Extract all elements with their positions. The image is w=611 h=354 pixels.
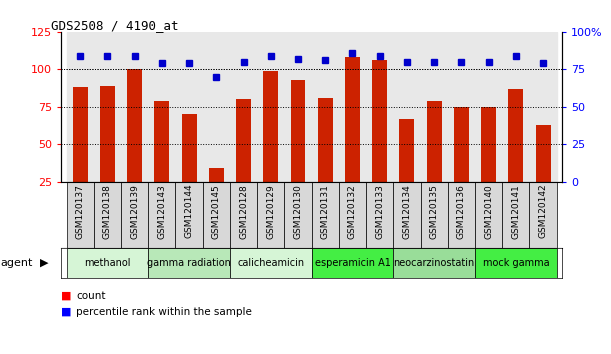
- Text: GSM120144: GSM120144: [185, 184, 194, 239]
- Text: GSM120131: GSM120131: [321, 184, 330, 239]
- Bar: [236, 99, 251, 182]
- Bar: [454, 107, 469, 182]
- Bar: [67, 248, 148, 278]
- Bar: [203, 182, 230, 248]
- Text: ■: ■: [61, 307, 71, 316]
- Bar: [475, 248, 557, 278]
- Bar: [73, 87, 87, 182]
- Bar: [530, 182, 557, 248]
- Text: GSM120129: GSM120129: [266, 184, 276, 239]
- Text: GSM120145: GSM120145: [212, 184, 221, 239]
- Text: GSM120130: GSM120130: [293, 184, 302, 239]
- Bar: [312, 182, 339, 248]
- Bar: [448, 32, 475, 182]
- Bar: [339, 182, 366, 248]
- Text: calicheamicin: calicheamicin: [237, 258, 304, 268]
- Bar: [475, 182, 502, 248]
- Bar: [530, 32, 557, 182]
- Bar: [263, 71, 278, 182]
- Bar: [312, 32, 339, 182]
- Bar: [318, 98, 333, 182]
- Bar: [508, 89, 523, 182]
- Bar: [393, 32, 420, 182]
- Text: GSM120132: GSM120132: [348, 184, 357, 239]
- Bar: [175, 182, 203, 248]
- Bar: [312, 248, 393, 278]
- Bar: [400, 119, 414, 182]
- Bar: [121, 32, 148, 182]
- Text: GSM120139: GSM120139: [130, 184, 139, 239]
- Text: GDS2508 / 4190_at: GDS2508 / 4190_at: [51, 19, 178, 32]
- Bar: [230, 32, 257, 182]
- Bar: [345, 57, 360, 182]
- Text: ▶: ▶: [40, 258, 48, 268]
- Text: esperamicin A1: esperamicin A1: [315, 258, 390, 268]
- Text: GSM120143: GSM120143: [158, 184, 166, 239]
- Text: percentile rank within the sample: percentile rank within the sample: [76, 307, 252, 316]
- Text: GSM120141: GSM120141: [511, 184, 521, 239]
- Bar: [148, 248, 230, 278]
- Bar: [420, 182, 448, 248]
- Bar: [257, 182, 284, 248]
- Bar: [121, 182, 148, 248]
- Bar: [257, 32, 284, 182]
- Bar: [155, 101, 169, 182]
- Bar: [93, 182, 121, 248]
- Text: count: count: [76, 291, 106, 301]
- Bar: [100, 86, 115, 182]
- Bar: [203, 32, 230, 182]
- Bar: [127, 69, 142, 182]
- Bar: [366, 32, 393, 182]
- Bar: [502, 32, 530, 182]
- Bar: [448, 182, 475, 248]
- Bar: [536, 125, 551, 182]
- Bar: [67, 182, 93, 248]
- Bar: [393, 182, 420, 248]
- Bar: [284, 182, 312, 248]
- Text: ■: ■: [61, 291, 71, 301]
- Bar: [339, 32, 366, 182]
- Bar: [209, 169, 224, 182]
- Text: gamma radiation: gamma radiation: [147, 258, 231, 268]
- Text: GSM120136: GSM120136: [457, 184, 466, 239]
- Bar: [148, 32, 175, 182]
- Bar: [475, 32, 502, 182]
- Bar: [181, 114, 197, 182]
- Text: GSM120142: GSM120142: [538, 184, 547, 239]
- Bar: [393, 248, 475, 278]
- Text: neocarzinostatin: neocarzinostatin: [393, 258, 475, 268]
- Bar: [290, 80, 306, 182]
- Bar: [426, 101, 442, 182]
- Text: GSM120128: GSM120128: [239, 184, 248, 239]
- Text: methanol: methanol: [84, 258, 131, 268]
- Bar: [148, 182, 175, 248]
- Bar: [366, 182, 393, 248]
- Bar: [284, 32, 312, 182]
- Text: agent: agent: [0, 258, 32, 268]
- Text: GSM120135: GSM120135: [430, 184, 439, 239]
- Bar: [67, 32, 93, 182]
- Text: GSM120137: GSM120137: [76, 184, 85, 239]
- Text: GSM120133: GSM120133: [375, 184, 384, 239]
- Bar: [502, 182, 530, 248]
- Bar: [175, 32, 203, 182]
- Bar: [230, 248, 312, 278]
- Bar: [372, 61, 387, 182]
- Text: GSM120138: GSM120138: [103, 184, 112, 239]
- Bar: [230, 182, 257, 248]
- Text: GSM120140: GSM120140: [484, 184, 493, 239]
- Text: mock gamma: mock gamma: [483, 258, 549, 268]
- Bar: [93, 32, 121, 182]
- Bar: [420, 32, 448, 182]
- Text: GSM120134: GSM120134: [403, 184, 411, 239]
- Bar: [481, 107, 496, 182]
